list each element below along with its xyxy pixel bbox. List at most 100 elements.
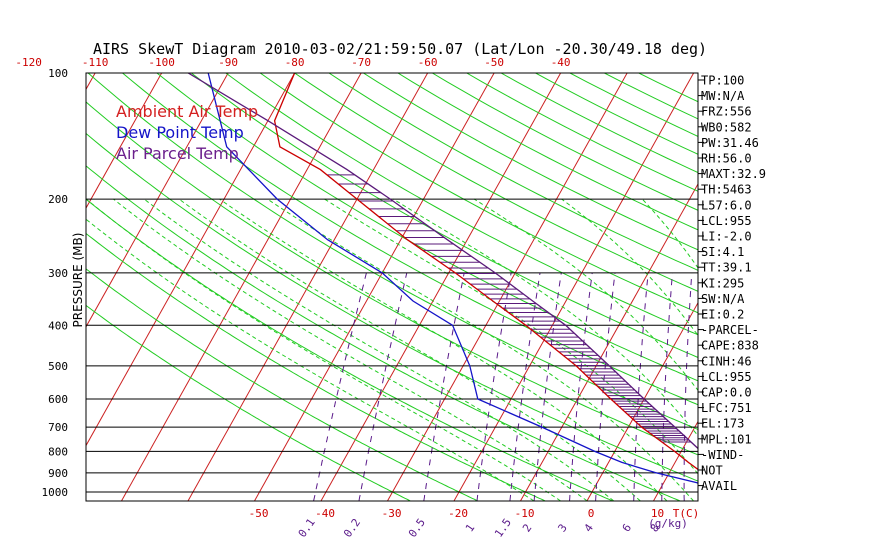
index-label: FRZ:556 — [701, 105, 752, 119]
mixing-ratio-line — [569, 272, 593, 501]
moist-adiabat-line — [113, 198, 588, 501]
index-label: NOT — [701, 464, 723, 478]
index-label: CINH:46 — [701, 354, 752, 368]
moist-adiabat-line — [86, 218, 535, 501]
pressure-axis: 100 200 300 400 500 600 700 800 900 1000 — [42, 67, 69, 499]
isotherm-line — [320, 73, 562, 501]
moist-adiabat-line — [143, 198, 614, 501]
index-label: LI:-2.0 — [701, 230, 752, 244]
dry-adiabat-line — [86, 304, 411, 501]
pressure-tick-label: 900 — [48, 467, 68, 480]
index-label: LCL:955 — [701, 214, 752, 228]
moist-adiabat-line — [178, 198, 641, 501]
isotherm-line — [86, 73, 296, 447]
mixing-ratio-line — [821, 273, 834, 501]
index-label: LCL:955 — [701, 370, 752, 384]
isotherm-line — [586, 301, 698, 501]
dry-adiabat-line — [293, 73, 698, 292]
index-label: AVAIL — [701, 479, 737, 493]
bottom-temperature-tick-label: 10 — [651, 507, 664, 520]
mixing-ratio-unit-label: (g/kg) — [648, 517, 688, 530]
mixing-ratio-tick-label: 1.5 — [492, 516, 514, 540]
mixing-ratio-line — [476, 272, 512, 501]
pressure-tick-label: 1000 — [42, 486, 69, 499]
bottom-temperature-tick-label: -10 — [515, 507, 535, 520]
mixing-ratio-line — [775, 273, 781, 501]
y-axis-label: PRESSURE (MB) — [71, 233, 85, 328]
mixing-ratio-tick-label: 6 — [620, 522, 634, 535]
moist-adiabat-line — [86, 198, 561, 501]
isotherm-line — [453, 73, 695, 501]
pressure-tick-label: 200 — [48, 193, 68, 206]
index-label: EI:0.2 — [701, 308, 744, 322]
top-temperature-tick-label: -70 — [351, 56, 371, 69]
index-label: SW:N/A — [701, 292, 745, 306]
air-parcel-temp-series — [187, 73, 698, 450]
index-label: SI:4.1 — [701, 245, 744, 259]
isotherm-line — [653, 420, 698, 501]
isotherm-line — [121, 73, 362, 501]
dry-adiabat-line — [500, 73, 698, 174]
top-temperature-tick-label: -40 — [551, 56, 571, 69]
top-temperature-tick-label: -100 — [148, 56, 175, 69]
index-label: CAPE:838 — [701, 339, 759, 353]
pressure-tick-label: 400 — [48, 319, 68, 332]
legend-entry: Air Parcel Temp — [116, 144, 239, 163]
index-label: MAXT:32.9 — [701, 167, 766, 181]
legend: Ambient Air Temp Dew Point Temp Air Parcel… — [116, 102, 258, 163]
dry-adiabat-line — [224, 73, 698, 336]
pressure-tick-label: 800 — [48, 445, 68, 458]
isotherm-line — [787, 54, 870, 501]
top-temperature-axis: -120 -110 -100 -90 -80 -70 -60 -50 -40 — [15, 56, 570, 69]
index-label: LFC:751 — [701, 401, 752, 415]
isotherm-line — [187, 73, 429, 501]
legend-entry: Dew Point Temp — [116, 123, 244, 142]
index-label: EL:173 — [701, 417, 744, 431]
isotherm-line — [853, 54, 870, 501]
isotherm-line — [387, 73, 628, 501]
index-label: TP:100 — [701, 74, 744, 88]
index-label: CAP:0.0 — [701, 386, 752, 400]
bottom-temperature-axis: -50 -40 -30 -20 -10 0 10 T(C) — [249, 507, 700, 520]
dry-adiabat-line — [86, 268, 478, 501]
pressure-tick-label: 500 — [48, 360, 68, 373]
moist-adiabat-line — [473, 198, 698, 392]
mixing-ratio-tick-label: 4 — [582, 521, 597, 534]
dry-adiabat-line — [362, 73, 698, 251]
dry-adiabat-line — [86, 198, 613, 501]
bottom-temperature-tick-label: -30 — [382, 507, 402, 520]
dry-adiabat-line — [431, 73, 698, 211]
dry-adiabat-line — [328, 73, 698, 271]
cape-hatch — [326, 174, 692, 443]
ambient-air-temp-series — [273, 73, 698, 471]
grid-layer — [0, 54, 870, 501]
index-label: KI:295 — [701, 276, 744, 290]
isotherm-line — [254, 73, 495, 501]
index-label: WB0:582 — [701, 120, 752, 134]
bottom-temperature-tick-label: 0 — [588, 507, 595, 520]
mixing-ratio-tick-label: 0.5 — [406, 516, 428, 540]
index-label: L57:6.0 — [701, 198, 752, 212]
pressure-tick-label: 700 — [48, 421, 68, 434]
mixing-ratio-line — [753, 273, 757, 501]
dry-adiabat-line — [465, 73, 698, 192]
moist-adiabat-line — [267, 198, 694, 501]
moist-adiabat-line — [219, 198, 668, 501]
index-label: PW:31.46 — [701, 136, 759, 150]
bottom-temperature-tick-label: -50 — [249, 507, 269, 520]
legend-entry: Ambient Air Temp — [116, 102, 258, 121]
isotherm-line — [0, 54, 39, 501]
pressure-tick-label: 600 — [48, 393, 68, 406]
top-temperature-tick-label: -80 — [285, 56, 305, 69]
moist-adiabat-line — [324, 198, 698, 475]
dry-adiabat-line — [86, 232, 546, 501]
dry-adiabat-line — [259, 73, 698, 314]
top-temperature-tick-label: -120 — [15, 56, 42, 69]
dry-adiabat-line — [121, 73, 698, 406]
index-label: -WIND- — [701, 448, 744, 462]
mixing-ratio-line — [358, 272, 408, 501]
x-axis-label: T(C) — [673, 507, 700, 520]
moist-adiabat-line — [392, 198, 698, 437]
